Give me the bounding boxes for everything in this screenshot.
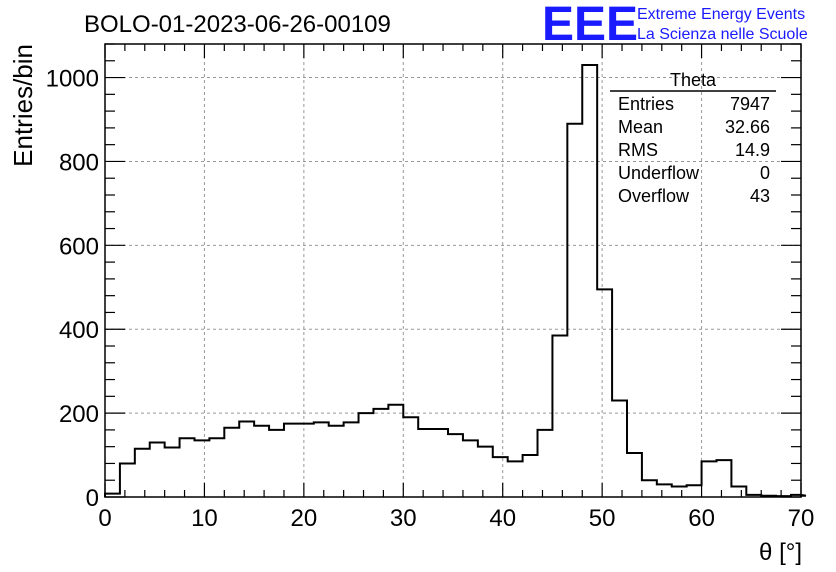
y-tick-label: 200 bbox=[59, 401, 99, 428]
x-tick-label: 40 bbox=[489, 505, 516, 532]
y-tick-labels: 0 200 400 600 800 1000 bbox=[46, 66, 99, 512]
x-tick-label: 50 bbox=[589, 505, 616, 532]
stats-label-rms: RMS bbox=[618, 140, 658, 160]
y-tick-label: 400 bbox=[59, 317, 99, 344]
x-axis-label: θ [°] bbox=[759, 539, 802, 566]
stats-value-underflow: 0 bbox=[760, 163, 770, 183]
stats-value-rms: 14.9 bbox=[735, 140, 770, 160]
histogram-series bbox=[104, 63, 807, 498]
axis-ticks bbox=[104, 43, 802, 498]
logo-line1: Extreme Energy Events bbox=[637, 6, 805, 23]
stats-title: Theta bbox=[670, 70, 717, 90]
x-tick-label: 20 bbox=[291, 505, 318, 532]
x-tick-labels: 0 10 20 30 40 50 60 70 bbox=[98, 505, 814, 532]
stats-box: Theta Entries 7947 Mean 32.66 RMS 14.9 U… bbox=[610, 70, 776, 206]
x-tick-label: 70 bbox=[788, 505, 815, 532]
y-tick-label: 0 bbox=[86, 485, 99, 512]
eee-logo: EEE Extreme Energy Events La Scienza nel… bbox=[542, 0, 808, 51]
stats-label-mean: Mean bbox=[618, 117, 663, 137]
x-tick-label: 0 bbox=[98, 505, 111, 532]
y-tick-label: 600 bbox=[59, 233, 99, 260]
stats-value-mean: 32.66 bbox=[725, 117, 770, 137]
stats-value-overflow: 43 bbox=[750, 186, 770, 206]
x-tick-label: 30 bbox=[390, 505, 417, 532]
y-tick-label: 800 bbox=[59, 149, 99, 176]
x-tick-label: 10 bbox=[191, 505, 218, 532]
chart-title: BOLO-01-2023-06-26-00109 bbox=[84, 11, 391, 38]
stats-label-underflow: Underflow bbox=[618, 163, 700, 183]
y-tick-label: 1000 bbox=[46, 66, 99, 93]
stats-label-overflow: Overflow bbox=[618, 186, 690, 206]
stats-value-entries: 7947 bbox=[730, 94, 770, 114]
logo-line2: La Scienza nelle Scuole bbox=[637, 26, 808, 43]
y-axis-label: Entries/bin bbox=[8, 44, 38, 167]
x-tick-label: 60 bbox=[688, 505, 715, 532]
plot-frame bbox=[104, 43, 802, 498]
logo-mark: EEE bbox=[542, 0, 638, 51]
grid-lines bbox=[105, 44, 801, 497]
stats-label-entries: Entries bbox=[618, 94, 674, 114]
